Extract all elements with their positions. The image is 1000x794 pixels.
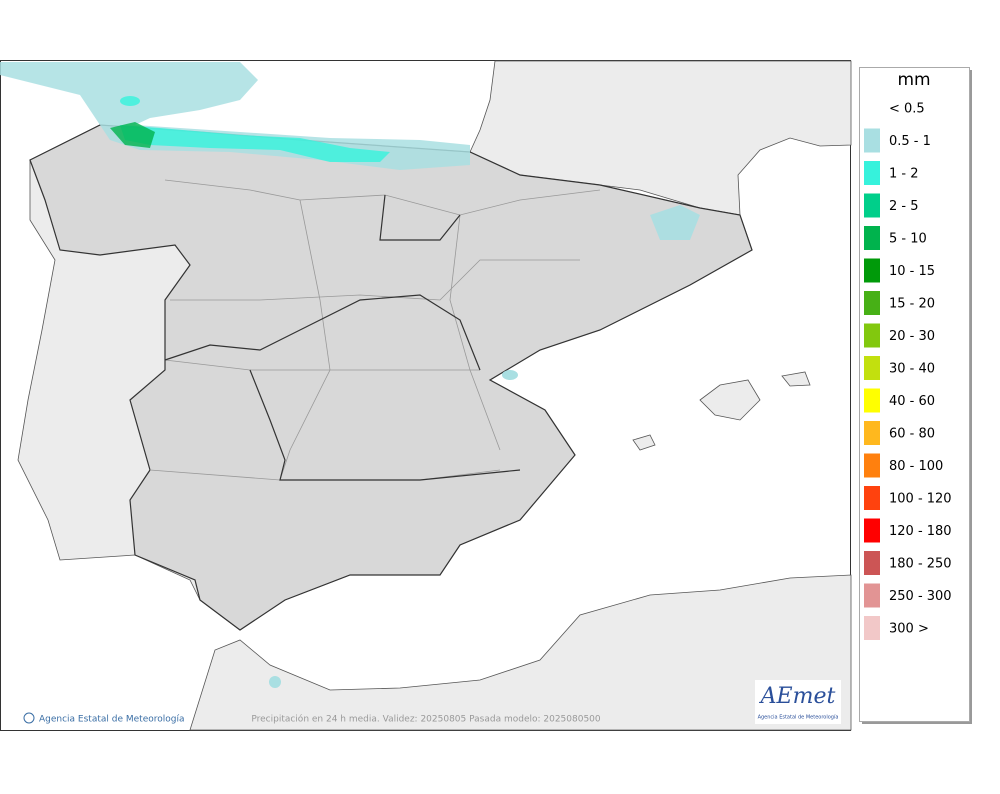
legend-swatch (864, 258, 880, 283)
legend-swatch (864, 291, 880, 315)
legend-label: 100 - 120 (889, 492, 952, 507)
legend-swatch (864, 518, 880, 543)
legend-swatch (864, 388, 880, 413)
legend-title: mm (897, 70, 930, 90)
legend-swatch (864, 226, 880, 250)
mallorca (699, 379, 761, 421)
legend-label: 2 - 5 (889, 199, 919, 214)
ibiza (632, 434, 656, 451)
caption: Precipitación en 24 h media. Validez: 20… (251, 714, 601, 725)
legend-label: 1 - 2 (889, 167, 919, 182)
precipitation (0, 62, 700, 688)
legend-swatch (864, 551, 880, 575)
map: Agencia Estatal de Meteorología Precipit… (0, 60, 852, 731)
legend-swatch (864, 356, 880, 380)
legend-label: 20 - 30 (889, 329, 935, 344)
legend-label: 80 - 100 (889, 459, 943, 474)
menorca (781, 371, 811, 387)
legend-swatch (864, 161, 880, 185)
logo-subtitle: Agencia Estatal de Meteorología (758, 714, 839, 721)
legend-swatch (864, 486, 880, 510)
legend-label: 250 - 300 (889, 589, 952, 604)
main-borders (164, 194, 521, 481)
legend-label: 5 - 10 (889, 232, 927, 247)
agency-name: Agencia Estatal de Meteorología (39, 715, 185, 725)
legend: mm < 0.5 0.5 - 1 1 - 2 2 - 5 5 - 10 10 - 15 15… (859, 67, 972, 724)
logo-box (755, 680, 841, 724)
legend-label: 40 - 60 (889, 394, 935, 409)
legend-label: 0.5 - 1 (889, 134, 931, 149)
africa (189, 574, 852, 731)
legend-label: 60 - 80 (889, 427, 935, 442)
legend-label: 10 - 15 (889, 264, 935, 279)
legend-swatch (864, 193, 880, 218)
legend-swatch (864, 421, 880, 445)
legend-swatch (864, 323, 880, 348)
legend-swatch (864, 583, 880, 608)
legend-label: < 0.5 (889, 102, 925, 117)
legend-label: 15 - 20 (889, 297, 935, 312)
legend-label: 180 - 250 (889, 557, 952, 572)
spain (29, 124, 753, 631)
legend-label: 120 - 180 (889, 524, 952, 539)
logo: AEmet (759, 684, 836, 709)
copyright-icon (23, 712, 35, 724)
legend-swatch (864, 616, 880, 640)
legend-swatch (864, 453, 880, 478)
legend-label: 300 > (889, 622, 929, 637)
legend-swatch (864, 128, 880, 153)
legend-label: 30 - 40 (889, 362, 935, 377)
